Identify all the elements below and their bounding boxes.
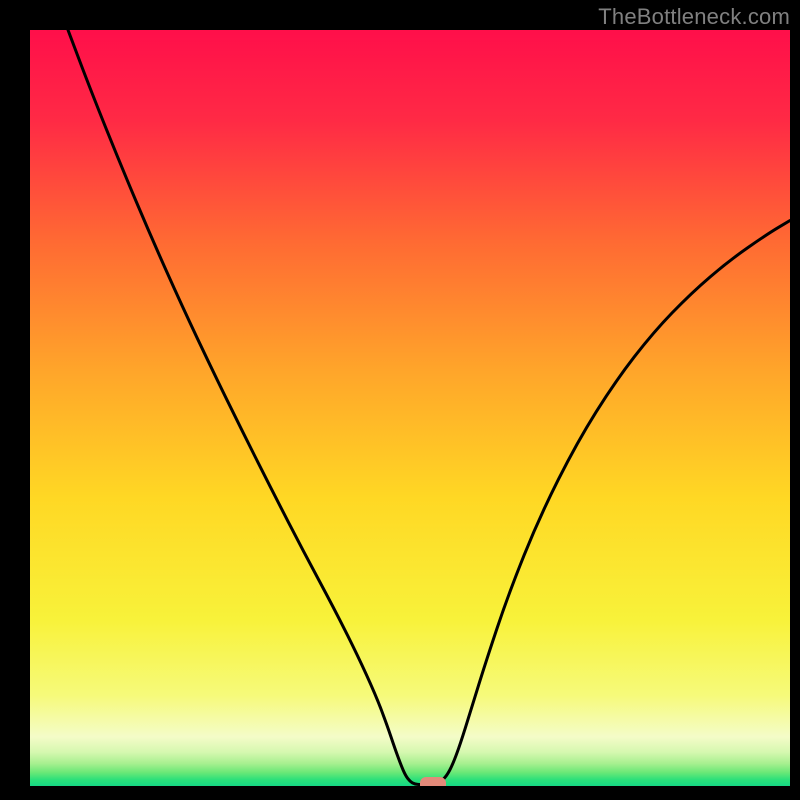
bottleneck-curve: [30, 30, 790, 786]
minimum-marker: [420, 777, 446, 786]
chart-container: TheBottleneck.com: [0, 0, 800, 800]
plot-area: [30, 30, 790, 786]
watermark-text: TheBottleneck.com: [598, 4, 790, 30]
